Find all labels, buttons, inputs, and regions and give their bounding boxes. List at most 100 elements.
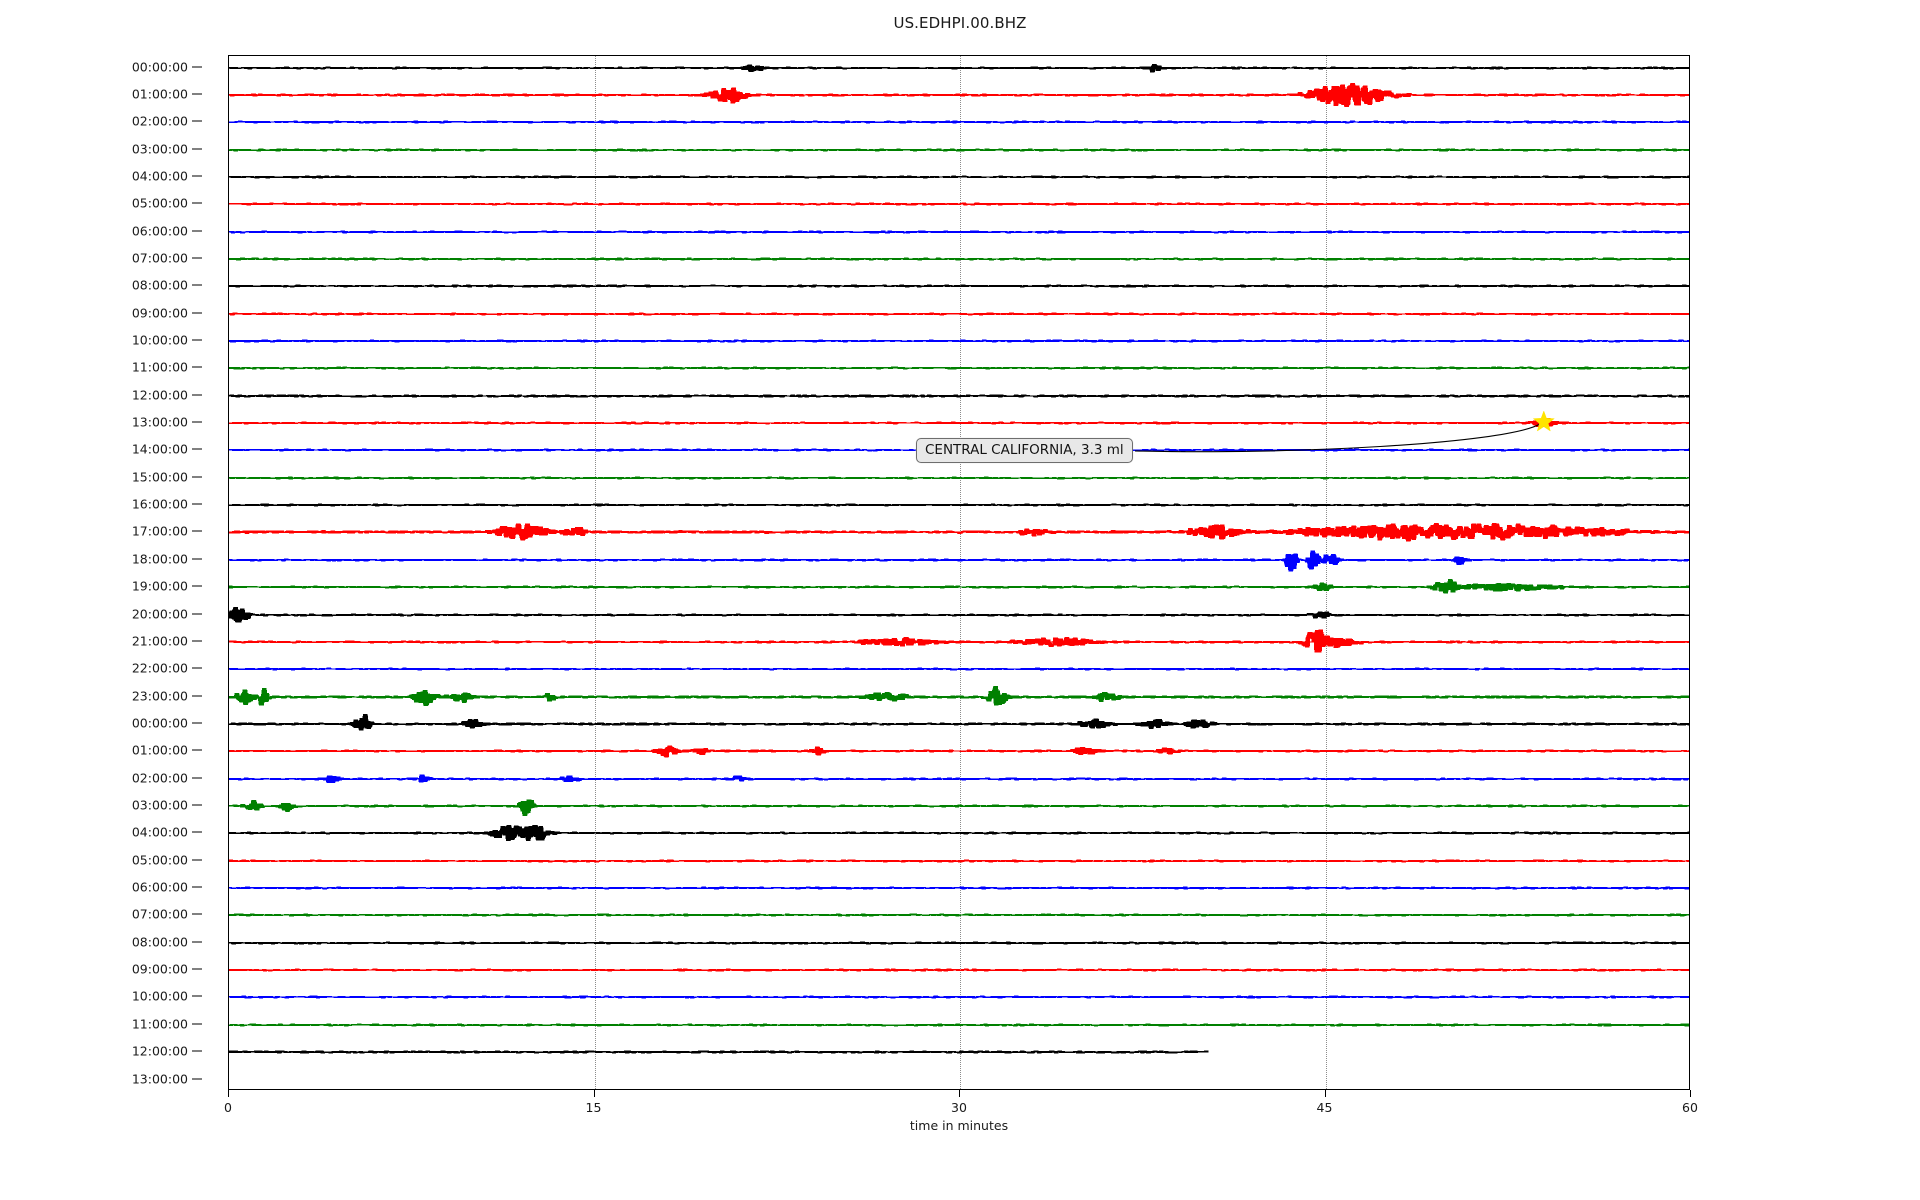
gridline-30min (960, 56, 961, 1089)
y-tick-mark (192, 476, 202, 478)
x-tick-label: 30 (951, 1100, 967, 1115)
y-tick-mark (192, 886, 202, 888)
y-tick-label: 13:00:00 (131, 414, 188, 430)
y-tick-mark (192, 968, 202, 970)
y-tick-label: 08:00:00 (131, 934, 188, 950)
y-axis-tick-labels: 00:00:00 01:00:00 02:00:00 03:00:00 04:00:00… (0, 55, 228, 1090)
trace-row (229, 410, 1689, 436)
y-tick-mark (192, 640, 202, 642)
trace-row (229, 519, 1689, 545)
trace-row (229, 547, 1689, 573)
x-tick-mark (959, 1090, 960, 1097)
trace-row (229, 711, 1689, 737)
trace-row (229, 684, 1689, 710)
trace-row (229, 984, 1689, 1010)
trace-row (229, 930, 1689, 956)
trace-row (229, 301, 1689, 327)
trace-row (229, 656, 1689, 682)
trace-row (229, 574, 1689, 600)
trace-row (229, 56, 1689, 81)
y-tick-label: 01:00:00 (131, 742, 188, 758)
earthquake-annotation-label[interactable]: CENTRAL CALIFORNIA, 3.3 ml (916, 438, 1133, 464)
annotation-layer: CENTRAL CALIFORNIA, 3.3 ml (228, 55, 1690, 1090)
y-tick-mark (192, 530, 202, 532)
gridline-15min (594, 56, 596, 1089)
trace-row (229, 109, 1689, 135)
y-tick-mark (192, 941, 202, 943)
trace-row (229, 875, 1689, 901)
y-tick-mark (192, 558, 202, 560)
y-tick-label: 05:00:00 (131, 195, 188, 211)
y-tick-label: 17:00:00 (131, 523, 188, 539)
y-tick-mark (192, 777, 202, 779)
y-tick-label: 10:00:00 (131, 332, 188, 348)
y-tick-label: 01:00:00 (131, 86, 188, 102)
x-axis-title: time in minutes (909, 1118, 1009, 1133)
x-tick-label: 0 (224, 1100, 232, 1115)
trace-row (229, 219, 1689, 245)
trace-row (229, 191, 1689, 217)
y-tick-label: 03:00:00 (131, 141, 188, 157)
x-tick-label: 60 (1682, 1100, 1698, 1115)
y-tick-label: 06:00:00 (131, 223, 188, 239)
y-tick-label: 21:00:00 (131, 633, 188, 649)
y-tick-mark (192, 1078, 202, 1079)
y-tick-mark (192, 394, 202, 396)
y-tick-mark (192, 339, 202, 341)
y-tick-mark (192, 831, 202, 833)
y-tick-label: 02:00:00 (131, 113, 188, 129)
y-tick-mark (192, 722, 202, 724)
y-tick-mark (192, 859, 202, 861)
x-tick-mark (228, 1090, 229, 1097)
page-title: US.EDHPI.00.BHZ (893, 14, 1027, 32)
y-tick-label: 11:00:00 (131, 359, 188, 375)
y-tick-mark (192, 366, 202, 368)
y-tick-label: 02:00:00 (131, 770, 188, 786)
trace-row (229, 766, 1689, 792)
y-tick-mark (192, 448, 202, 450)
y-tick-label: 12:00:00 (131, 1043, 188, 1059)
y-tick-mark (192, 1023, 202, 1025)
trace-row (229, 738, 1689, 764)
y-tick-mark (192, 995, 202, 997)
trace-row (229, 1039, 1689, 1065)
y-tick-mark (192, 695, 202, 697)
y-tick-mark (192, 257, 202, 259)
trace-row (229, 328, 1689, 354)
y-tick-label: 15:00:00 (131, 469, 188, 485)
trace-row (229, 465, 1689, 491)
y-tick-label: 00:00:00 (131, 715, 188, 731)
y-tick-label: 14:00:00 (131, 441, 188, 457)
y-tick-mark (192, 284, 202, 286)
x-axis-tick-labels: 0 15 30 45 60 (224, 1090, 1698, 1130)
y-tick-label: 18:00:00 (131, 551, 188, 567)
trace-row (229, 793, 1689, 819)
y-tick-label: 13:00:00 (131, 1071, 188, 1086)
trace-row (229, 1012, 1689, 1038)
y-tick-mark (192, 202, 202, 204)
gridline-45min (1325, 56, 1327, 1089)
trace-row (229, 492, 1689, 518)
trace-row (229, 82, 1689, 108)
trace-row (229, 246, 1689, 272)
y-tick-label: 10:00:00 (131, 988, 188, 1004)
y-tick-label: 08:00:00 (131, 277, 188, 293)
y-tick-label: 22:00:00 (131, 660, 188, 676)
y-tick-label: 19:00:00 (131, 578, 188, 594)
y-tick-mark (192, 749, 202, 751)
y-tick-mark (192, 312, 202, 314)
y-tick-label: 09:00:00 (131, 305, 188, 321)
trace-row (229, 820, 1689, 846)
x-tick-mark (593, 1090, 595, 1097)
y-tick-label: 00:00:00 (131, 59, 188, 74)
x-tick-label: 45 (1316, 1100, 1333, 1115)
y-tick-label: 05:00:00 (131, 852, 188, 868)
trace-row (229, 355, 1689, 381)
y-tick-mark (192, 230, 202, 232)
trace-row (229, 957, 1689, 983)
y-tick-mark (192, 913, 202, 915)
y-tick-mark (192, 421, 202, 423)
trace-row (229, 902, 1689, 928)
y-tick-label: 07:00:00 (131, 906, 188, 922)
